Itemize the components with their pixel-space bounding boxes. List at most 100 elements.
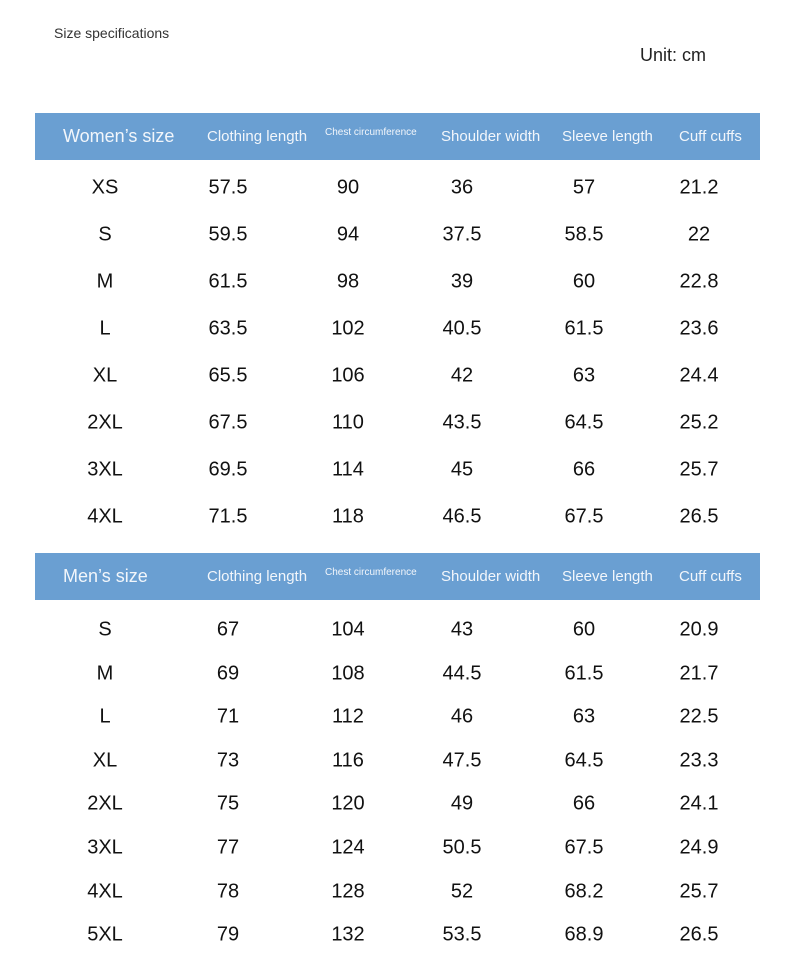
table-cell: 22: [687, 223, 711, 246]
table-cell: XL: [92, 364, 118, 387]
table-cell: 2XL: [87, 792, 123, 815]
table-cell: 71.5: [208, 505, 248, 528]
table-cell: 46: [450, 705, 474, 728]
table-cell: 112: [332, 705, 364, 728]
table-cell: 94: [336, 223, 360, 246]
column-header: Shoulder width: [441, 128, 541, 145]
table-cell: 61.5: [208, 270, 248, 293]
column-header: Sleeve length: [562, 128, 653, 145]
table-cell: 77: [216, 836, 240, 859]
table-cell: 108: [331, 662, 365, 685]
table-cell: 63: [572, 364, 596, 387]
table-cell: 110: [332, 411, 364, 434]
table-cell: 23.6: [679, 317, 719, 340]
column-header: Shoulder width: [441, 568, 541, 585]
table-cell: 116: [332, 749, 364, 772]
table-cell: 60: [572, 618, 596, 641]
table-cell: 24.9: [679, 836, 719, 859]
table-cell: 23.3: [679, 749, 719, 772]
table-cell: 4XL: [87, 880, 123, 903]
column-header: Sleeve length: [562, 568, 653, 585]
table-cell: 132: [331, 923, 365, 946]
column-header: Men’s size: [63, 566, 148, 586]
table-cell: 26.5: [679, 505, 719, 528]
table-cell: XS: [91, 176, 119, 199]
table-cell: XL: [92, 749, 118, 772]
table-cell: 37.5: [442, 223, 482, 246]
table-cell: 25.2: [679, 411, 719, 434]
column-header: Chest circumference: [325, 567, 417, 578]
column-header: Clothing length: [207, 568, 308, 585]
table-cell: 26.5: [679, 923, 719, 946]
table-cell: 61.5: [564, 317, 604, 340]
table-cell: 67.5: [208, 411, 248, 434]
table-cell: 66: [572, 458, 596, 481]
column-header: Chest circumference: [325, 127, 417, 138]
column-header: Cuff cuffs: [679, 128, 742, 145]
table-cell: 78: [216, 880, 240, 903]
table-cell: M: [96, 662, 114, 685]
table-cell: 25.7: [679, 458, 719, 481]
table-cell: 24.1: [679, 792, 719, 815]
table-cell: 114: [332, 458, 364, 481]
table-cell: 59.5: [208, 223, 248, 246]
table-cell: 124: [331, 836, 365, 859]
table-cell: 24.4: [679, 364, 719, 387]
table-cell: 120: [331, 792, 365, 815]
table-cell: 98: [336, 270, 360, 293]
table-cell: 25.7: [679, 880, 719, 903]
table-cell: 21.7: [679, 662, 719, 685]
table-cell: 3XL: [87, 836, 123, 859]
table-cell: 57: [572, 176, 596, 199]
table-cell: 66: [572, 792, 596, 815]
table-cell: 67: [216, 618, 240, 641]
table-cell: 71: [216, 705, 240, 728]
title: Size specifications: [54, 25, 170, 41]
header-band: Men’s size Clothing length Chest circumfer…: [35, 553, 760, 600]
unit: Unit: cm: [640, 45, 707, 65]
table-cell: S: [98, 618, 112, 641]
table-cell: 5XL: [87, 923, 123, 946]
table-cell: 44.5: [442, 662, 482, 685]
table-cell: 49: [450, 792, 474, 815]
table-cell: 20.9: [679, 618, 719, 641]
column-header: Women’s size: [63, 126, 175, 146]
table-cell: 47.5: [442, 749, 482, 772]
table-cell: 90: [336, 176, 360, 199]
table-cell: 39: [450, 270, 474, 293]
table-cell: 69.5: [208, 458, 248, 481]
table-cell: 43.5: [442, 411, 482, 434]
table-cell: 79: [216, 923, 240, 946]
table-cell: 50.5: [442, 836, 482, 859]
table-cell: 21.2: [679, 176, 719, 199]
table-cell: 45: [450, 458, 474, 481]
table-cell: 69: [216, 662, 240, 685]
table-cell: 73: [216, 749, 240, 772]
table-cell: 3XL: [87, 458, 123, 481]
table-cell: 4XL: [87, 505, 123, 528]
table-cell: 68.2: [564, 880, 604, 903]
table-cell: 40.5: [442, 317, 482, 340]
table-cell: 60: [572, 270, 596, 293]
table-cell: 106: [331, 364, 365, 387]
table-cell: 67.5: [564, 505, 604, 528]
table-cell: 52: [450, 880, 474, 903]
table-cell: 67.5: [564, 836, 604, 859]
table-cell: 22.5: [679, 705, 719, 728]
table-cell: M: [96, 270, 114, 293]
table-cell: 61.5: [564, 662, 604, 685]
table-cell: 63.5: [208, 317, 248, 340]
table-cell: 68.9: [564, 923, 604, 946]
table-cell: 64.5: [564, 411, 604, 434]
column-header: Cuff cuffs: [679, 568, 742, 585]
table-cell: 53.5: [442, 923, 482, 946]
table-cell: 75: [216, 792, 240, 815]
table-cell: 118: [332, 505, 364, 528]
table-cell: 43: [450, 618, 474, 641]
table-cell: 65.5: [208, 364, 248, 387]
table-cell: 46.5: [442, 505, 482, 528]
table-cell: 58.5: [564, 223, 604, 246]
table-cell: 57.5: [208, 176, 248, 199]
table-cell: L: [99, 705, 111, 728]
